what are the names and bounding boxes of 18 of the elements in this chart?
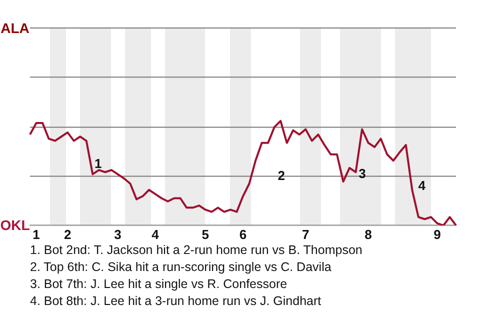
x-tick-label: 7 — [302, 226, 310, 242]
annotation: 4 — [418, 178, 426, 193]
x-tick-label: 3 — [114, 226, 122, 242]
x-tick-label: 5 — [202, 226, 210, 242]
text: 4. Bot 8th: J. Lee hit a 3-run home run vs J. Gindhart — [30, 293, 322, 310]
x-tick-label: 9 — [434, 226, 441, 242]
x-tick-label: 8 — [364, 226, 372, 242]
text: 3. Bot 7th: J. Lee hit a single vs R. Confessore — [30, 276, 288, 293]
text: 1. Bot 2nd: T. Jackson hit a 2-run home run vs B. Thompson — [30, 242, 362, 259]
x-tick-label: 1 — [32, 226, 40, 242]
text: OKL — [0, 217, 30, 234]
annotation: 3 — [358, 166, 366, 182]
x-tick-label: 6 — [239, 226, 247, 242]
text: 2. Top 6th: C. Sika hit a run-scoring single vs C. Davila — [30, 259, 332, 276]
text: ALA — [0, 20, 30, 36]
annotation: 1 — [94, 156, 102, 172]
x-tick-label: 2 — [64, 226, 72, 242]
x-tick-label: 4 — [152, 226, 160, 242]
